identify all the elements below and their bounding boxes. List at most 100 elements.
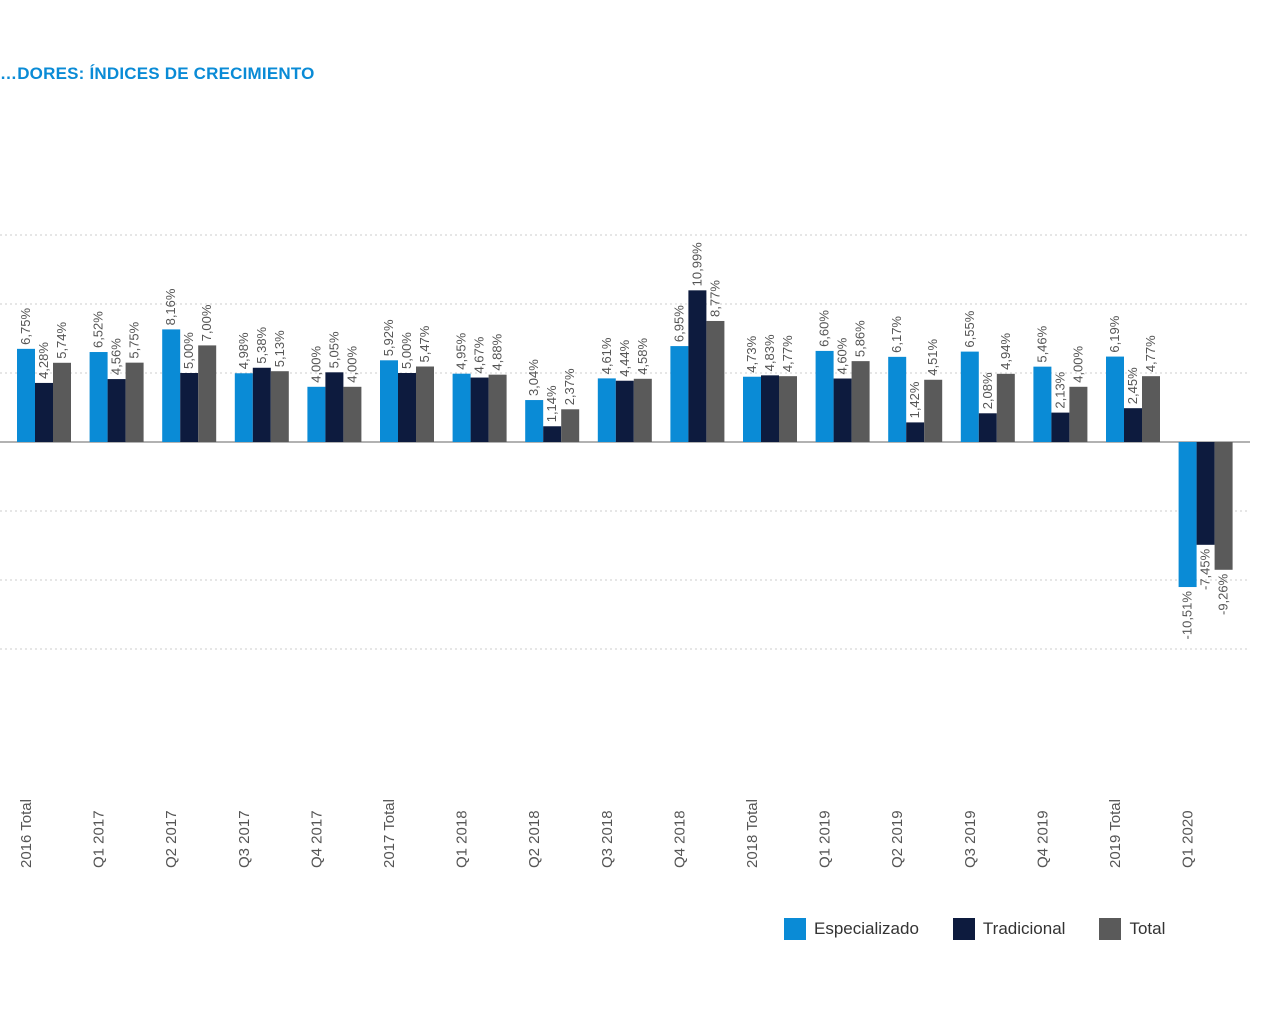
bar-tradicional-16 <box>1196 442 1215 545</box>
x-tick-label: 2017 Total <box>381 799 398 868</box>
bar-total-9 <box>706 320 725 442</box>
x-tick-label: Q2 2019 <box>889 810 906 868</box>
x-tick-label: Q4 2019 <box>1034 810 1051 868</box>
bar-total-16 <box>1214 442 1233 570</box>
bar-especializado-7 <box>525 400 544 442</box>
bar-total-2 <box>198 345 217 442</box>
data-label: 4,00% <box>308 345 323 382</box>
legend-label-total: Total <box>1129 919 1166 938</box>
bar-tradicional-6 <box>470 377 489 442</box>
chart-title: …DORES: ÍNDICES DE CRECIMIENTO <box>0 64 315 83</box>
x-tick-label: Q1 2019 <box>817 810 834 868</box>
data-label: 5,00% <box>181 332 196 369</box>
data-label: 6,19% <box>1107 315 1122 352</box>
legend-swatch-total <box>1099 918 1122 940</box>
data-label: 6,55% <box>962 310 977 347</box>
bar-total-10 <box>779 376 797 442</box>
bar-especializado-0 <box>17 348 35 442</box>
bar-especializado-9 <box>670 346 689 442</box>
bar-especializado-5 <box>380 360 398 442</box>
bar-tradicional-13 <box>978 413 997 442</box>
data-label: 1,42% <box>907 381 922 418</box>
data-label: 4,88% <box>490 333 505 370</box>
data-label: 5,75% <box>127 321 142 358</box>
bar-especializado-10 <box>743 376 761 442</box>
bar-total-0 <box>53 362 71 442</box>
data-label: 2,45% <box>1125 367 1140 404</box>
data-label: 4,67% <box>472 336 487 373</box>
bar-tradicional-5 <box>398 373 416 442</box>
bar-tradicional-8 <box>615 380 634 442</box>
x-tick-label: Q3 2019 <box>962 810 979 868</box>
bar-tradicional-15 <box>1124 408 1142 442</box>
legend-swatch-especializado <box>784 918 806 940</box>
bar-especializado-11 <box>815 350 834 442</box>
bar-tradicional-9 <box>688 290 707 442</box>
bar-total-14 <box>1069 386 1088 442</box>
data-label: -7,45% <box>1198 548 1213 590</box>
data-label: 4,28% <box>36 342 51 379</box>
data-label: 4,61% <box>599 337 614 374</box>
data-label: 5,46% <box>1034 325 1049 362</box>
data-label: 5,47% <box>417 325 432 362</box>
data-label: 6,17% <box>889 316 904 353</box>
x-tick-label: Q2 2018 <box>526 810 543 868</box>
data-label: 4,00% <box>1070 345 1085 382</box>
data-label: 5,13% <box>272 330 287 367</box>
legend-label-tradicional: Tradicional <box>982 919 1066 938</box>
bar-tradicional-7 <box>543 426 562 442</box>
x-tick-label: 2016 Total <box>18 799 35 868</box>
chart-legend: Especializado Tradicional Total <box>784 918 1165 940</box>
x-tick-label: 2019 Total <box>1107 799 1124 868</box>
data-label: 4,73% <box>744 335 759 372</box>
data-label: 4,60% <box>835 337 850 374</box>
bar-especializado-2 <box>162 329 181 442</box>
bar-tradicional-4 <box>325 372 344 442</box>
bar-total-4 <box>343 386 362 442</box>
legend-item-tradicional: Tradicional <box>952 918 1066 940</box>
bar-especializado-15 <box>1106 356 1124 442</box>
data-label: -9,26% <box>1216 573 1231 615</box>
bar-tradicional-11 <box>833 378 852 442</box>
bar-tradicional-2 <box>180 373 199 442</box>
data-label: 5,38% <box>254 326 269 363</box>
bar-total-11 <box>851 361 870 442</box>
data-label: 4,77% <box>780 335 795 372</box>
bar-tradicional-10 <box>761 375 779 442</box>
data-label: 2,37% <box>562 368 577 405</box>
bar-total-13 <box>996 373 1015 442</box>
x-tick-label: Q4 2017 <box>308 810 325 868</box>
data-label: 3,04% <box>526 359 541 396</box>
legend-swatch-tradicional <box>952 918 975 940</box>
data-label: 2,13% <box>1052 371 1067 408</box>
data-label: 5,74% <box>54 321 69 358</box>
bar-especializado-3 <box>234 373 253 442</box>
x-tick-label: Q3 2018 <box>599 810 616 868</box>
data-label: 4,56% <box>109 338 124 375</box>
data-label: 4,83% <box>762 334 777 371</box>
data-label: 4,58% <box>635 337 650 374</box>
data-label: 6,52% <box>91 311 106 348</box>
data-label: 10,99% <box>689 242 704 287</box>
x-tick-label: Q2 2017 <box>163 810 180 868</box>
bar-especializado-13 <box>960 351 979 442</box>
bar-total-15 <box>1142 376 1160 442</box>
data-label: 5,00% <box>399 332 414 369</box>
x-tick-label: Q4 2018 <box>671 810 688 868</box>
data-label: 5,92% <box>381 319 396 356</box>
legend-item-total: Total <box>1099 918 1165 940</box>
data-label: 5,05% <box>326 331 341 368</box>
bar-especializado-6 <box>452 373 471 442</box>
bar-especializado-16 <box>1178 442 1197 588</box>
bar-total-5 <box>416 366 434 442</box>
bar-tradicional-14 <box>1051 412 1070 442</box>
data-label: -10,51% <box>1180 591 1195 640</box>
data-label: 4,95% <box>454 332 469 369</box>
bar-total-7 <box>561 409 580 442</box>
bar-total-3 <box>270 371 289 442</box>
data-label: 8,16% <box>163 288 178 325</box>
data-label: 4,94% <box>998 333 1013 370</box>
data-label: 6,75% <box>18 308 33 345</box>
